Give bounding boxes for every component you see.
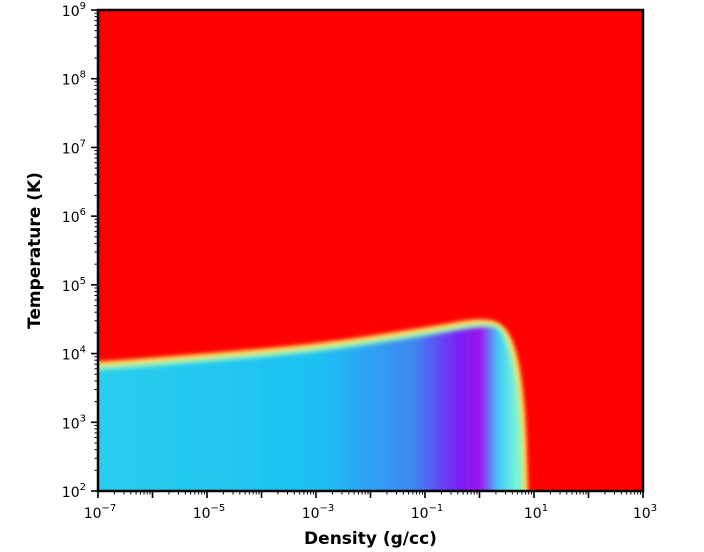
heatmap-region bbox=[98, 327, 520, 491]
x-tick-label: 10−5 bbox=[193, 503, 226, 522]
y-tick-label: 106 bbox=[62, 207, 86, 226]
x-tick-exponent: 1 bbox=[542, 503, 548, 514]
y-tick-base: 10 bbox=[62, 210, 80, 226]
x-tick-exponent: −5 bbox=[211, 503, 226, 514]
y-tick-base: 10 bbox=[62, 141, 80, 157]
x-tick-base: 10 bbox=[633, 506, 651, 522]
x-axis-ticks bbox=[97, 491, 644, 498]
x-tick-label: 101 bbox=[524, 503, 548, 522]
y-tick-base: 10 bbox=[62, 416, 80, 432]
x-tick-exponent: −1 bbox=[429, 503, 444, 514]
y-tick-label: 105 bbox=[62, 276, 86, 295]
y-tick-exponent: 7 bbox=[80, 138, 86, 149]
x-tick-base: 10 bbox=[302, 506, 320, 522]
x-tick-base: 10 bbox=[411, 506, 429, 522]
y-tick-label: 104 bbox=[62, 345, 86, 364]
y-tick-base: 10 bbox=[62, 279, 80, 295]
x-tick-label: 10−3 bbox=[302, 503, 335, 522]
x-tick-base: 10 bbox=[524, 506, 542, 522]
x-tick-exponent: −7 bbox=[102, 503, 117, 514]
y-tick-exponent: 2 bbox=[80, 482, 86, 493]
y-tick-exponent: 5 bbox=[80, 276, 86, 287]
y-tick-exponent: 8 bbox=[80, 70, 86, 81]
x-tick-base: 10 bbox=[193, 506, 211, 522]
y-tick-exponent: 4 bbox=[80, 345, 86, 356]
y-tick-exponent: 9 bbox=[80, 1, 86, 12]
x-tick-label: 10−7 bbox=[84, 503, 117, 522]
y-axis-ticks bbox=[91, 9, 98, 492]
x-tick-exponent: −3 bbox=[320, 503, 335, 514]
x-axis-tick-labels: 10−7 10−5 10−3 10−1 101 103 bbox=[84, 503, 657, 522]
y-tick-base: 10 bbox=[62, 485, 80, 501]
y-tick-label: 108 bbox=[62, 70, 86, 89]
x-axis-title: Density (g/cc) bbox=[304, 529, 437, 549]
y-tick-label: 103 bbox=[62, 413, 86, 432]
x-tick-label: 10−1 bbox=[411, 503, 444, 522]
y-tick-base: 10 bbox=[62, 348, 80, 364]
y-axis-title: Temperature (K) bbox=[25, 172, 45, 329]
y-tick-base: 10 bbox=[62, 73, 80, 89]
y-tick-label: 107 bbox=[62, 138, 86, 157]
x-tick-label: 103 bbox=[633, 503, 657, 522]
y-tick-exponent: 3 bbox=[80, 413, 86, 424]
y-tick-base: 10 bbox=[62, 4, 80, 20]
x-tick-exponent: 3 bbox=[651, 503, 657, 514]
plot-area bbox=[98, 10, 643, 491]
x-tick-base: 10 bbox=[84, 506, 102, 522]
y-tick-label: 102 bbox=[62, 482, 86, 501]
y-tick-label: 109 bbox=[62, 1, 86, 20]
y-tick-exponent: 6 bbox=[80, 207, 86, 218]
